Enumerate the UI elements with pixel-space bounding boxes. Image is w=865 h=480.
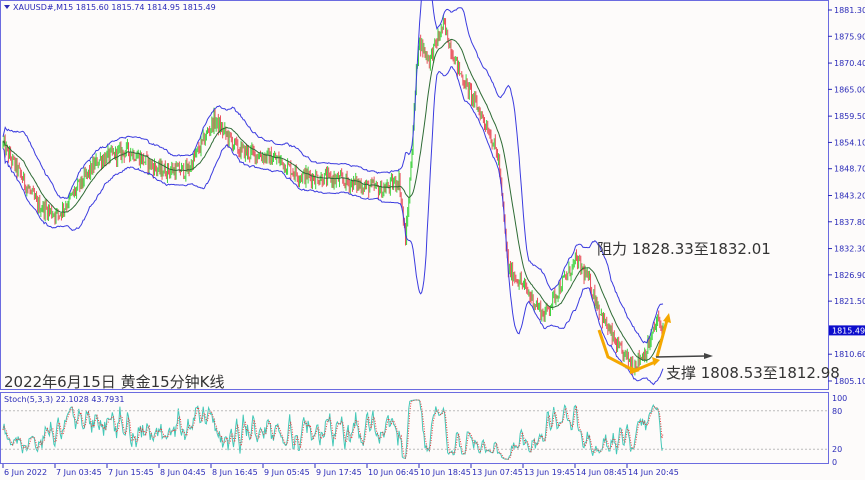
time-tick-label: 8 Jun 16:45 <box>212 468 258 477</box>
main-pane-border <box>0 0 829 390</box>
time-tick-label: 9 Jun 05:45 <box>264 468 310 477</box>
resistance-annotation: 阻力 1828.33至1832.01 <box>597 240 771 258</box>
price-tick-label: 1875.90 <box>834 32 865 41</box>
indicator-pane-border <box>0 392 829 464</box>
orange-rebound-arrow <box>655 319 669 358</box>
orange-support-arrow-left <box>597 329 634 372</box>
time-tick-label: 7 Jun 15:45 <box>108 468 154 477</box>
stochastic-marks <box>2 399 664 460</box>
last-price-box <box>829 325 865 336</box>
time-tick-label: 6 Jun 2022 <box>4 468 47 477</box>
price-tick-label: 1848.70 <box>834 165 865 174</box>
price-tick-label: 1859.50 <box>834 112 865 121</box>
chart-title-annotation: 2022年6月15日 黄金15分钟K线 <box>4 373 225 391</box>
gray-arrowhead-icon <box>704 353 713 359</box>
time-tick-label: 14 Jun 20:45 <box>628 468 679 477</box>
orange-support-arrow-mid <box>635 360 656 372</box>
stoch-signal-line <box>2 399 664 460</box>
time-tick-label: 13 Jun 07:45 <box>472 468 523 477</box>
price-tick-label: 1870.40 <box>834 59 865 68</box>
orange-arrowhead-icon <box>663 313 671 323</box>
price-tick-label: 1843.20 <box>834 191 865 200</box>
time-tick-label: 9 Jun 17:45 <box>316 468 362 477</box>
time-tick-label: 7 Jun 03:45 <box>56 468 102 477</box>
orange-arrowhead-icon <box>630 366 640 374</box>
time-tick-label: 8 Jun 04:45 <box>160 468 206 477</box>
time-tick-label: 14 Jun 08:45 <box>576 468 627 477</box>
bollinger-lower <box>2 66 664 386</box>
orange-arrowhead-icon <box>652 357 660 366</box>
price-tick-label: 1865.00 <box>834 85 865 94</box>
price-axis[interactable]: 1881.30 1875.90 1870.40 1865.00 1859.50 1854.… <box>1 6 865 467</box>
support-annotation: 支撑 1808.53至1812.98 <box>666 364 840 382</box>
price-tick-label: 1821.50 <box>834 297 865 306</box>
stoch-tick-label: 0 <box>832 458 837 467</box>
symbol-header: XAUUSD#,M15 1815.60 1815.74 1814.95 1815… <box>4 3 216 12</box>
symbol-ohlc: XAUUSD#,M15 1815.60 1815.74 1814.95 1815… <box>13 3 216 12</box>
time-tick-label: 10 Jun 06:45 <box>368 468 419 477</box>
gray-pointer-arrow <box>655 355 707 358</box>
bollinger-upper <box>2 0 664 344</box>
price-tick-label: 1837.80 <box>834 218 865 227</box>
stoch-tick-label: 20 <box>832 445 842 454</box>
price-tick-label: 1810.60 <box>834 350 865 359</box>
price-marks <box>2 0 664 386</box>
moving-average <box>2 38 664 361</box>
stoch-tick-label: 100 <box>832 394 847 403</box>
stoch-main-line <box>2 399 664 460</box>
time-tick-label: 13 Jun 19:45 <box>524 468 575 477</box>
price-tick-label: 1854.10 <box>834 138 865 147</box>
time-tick-label: 10 Jun 18:45 <box>420 468 471 477</box>
price-tick-label: 1826.90 <box>834 271 865 280</box>
price-tick-label: 1805.10 <box>834 377 865 386</box>
last-price-label: 1815.49 <box>832 326 865 335</box>
price-tick-label: 1832.30 <box>834 245 865 254</box>
stoch-tick-label: 80 <box>832 407 842 416</box>
stoch-label: Stoch(5,3,3) 22.1028 43.7931 <box>4 395 124 404</box>
time-axis[interactable]: 6 Jun 2022 7 Jun 03:45 7 Jun 15:45 8 Jun 04… <box>2 464 679 477</box>
annotation-arrows <box>597 313 713 374</box>
price-tick-label: 1881.30 <box>834 6 865 15</box>
dropdown-triangle-icon[interactable] <box>4 5 10 9</box>
